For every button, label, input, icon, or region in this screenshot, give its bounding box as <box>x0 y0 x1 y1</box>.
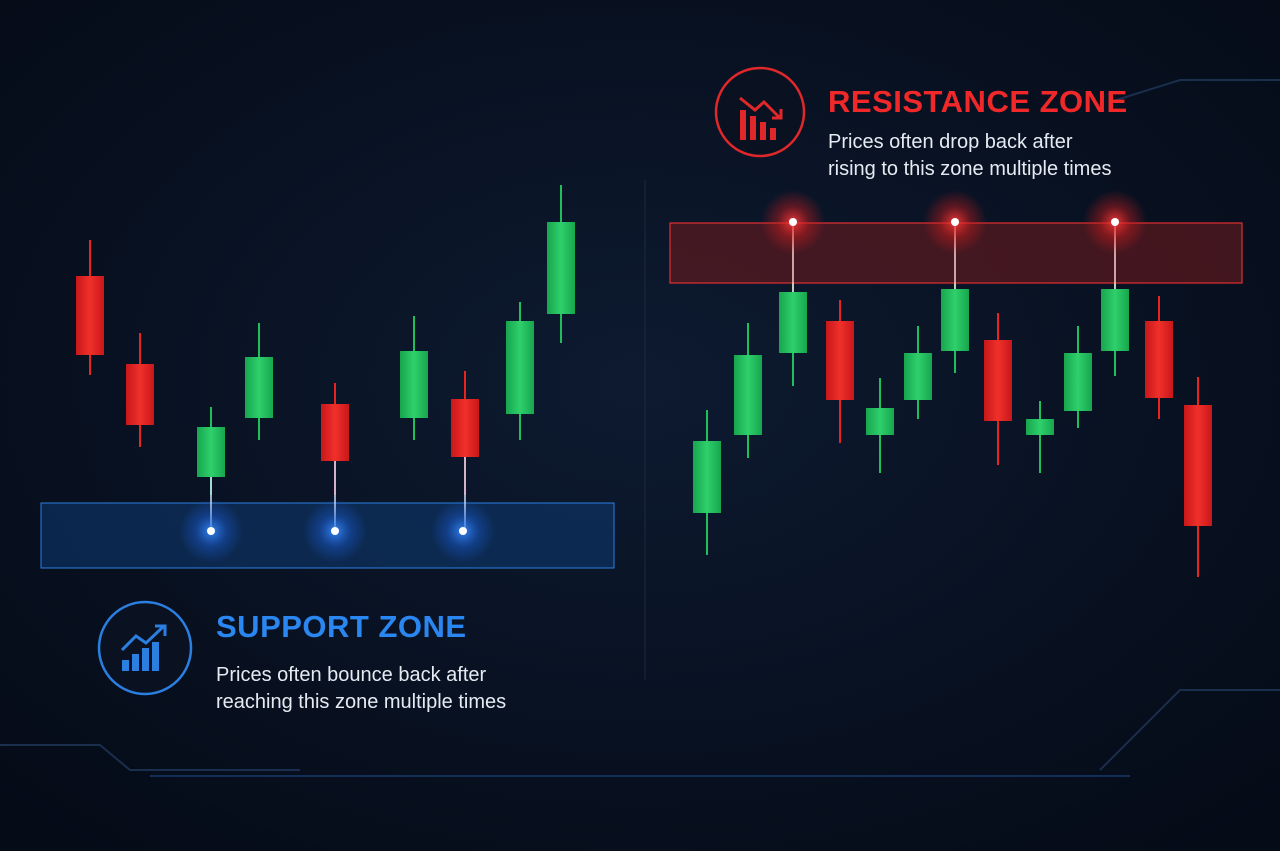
candle <box>400 316 428 440</box>
body <box>826 321 854 400</box>
icon-bar <box>142 648 149 671</box>
body <box>1184 405 1212 526</box>
body <box>1026 419 1054 435</box>
resistance-title: RESISTANCE ZONE <box>828 84 1128 119</box>
candle <box>506 302 534 440</box>
resistance-touch <box>1083 190 1147 289</box>
support-touch <box>431 457 495 563</box>
resistance-touch <box>923 190 987 289</box>
icon-bar <box>760 122 766 140</box>
support-touch <box>179 477 243 563</box>
circuit-line <box>1109 79 1280 103</box>
candle <box>451 371 479 495</box>
candle <box>1064 326 1092 428</box>
body <box>734 355 762 435</box>
candle <box>904 326 932 419</box>
body <box>547 222 575 314</box>
body <box>400 351 428 418</box>
icon-bar <box>770 128 776 140</box>
body <box>693 441 721 513</box>
dot <box>331 527 339 535</box>
candle <box>126 333 154 447</box>
body <box>245 357 273 418</box>
candle <box>1145 296 1173 419</box>
body <box>941 289 969 351</box>
body <box>506 321 534 414</box>
dot <box>951 218 959 226</box>
support-icon <box>97 600 193 696</box>
dot <box>1111 218 1119 226</box>
body <box>321 404 349 461</box>
icon-bar <box>750 116 756 140</box>
dot <box>789 218 797 226</box>
candle <box>941 283 969 373</box>
resistance-touch <box>761 190 825 292</box>
candle <box>1101 283 1129 376</box>
support-title: SUPPORT ZONE <box>216 609 467 644</box>
icon-arrow <box>120 624 167 652</box>
circuit-line <box>0 744 300 771</box>
icon-bar <box>132 654 139 671</box>
body <box>984 340 1012 421</box>
body <box>866 408 894 435</box>
body <box>904 353 932 400</box>
body <box>197 427 225 477</box>
body <box>451 399 479 457</box>
body <box>126 364 154 425</box>
icon-ring <box>714 66 806 158</box>
circuit-line <box>1099 689 1280 771</box>
candle <box>984 313 1012 465</box>
candle <box>547 185 575 343</box>
support-description: Prices often bounce back after reaching … <box>216 664 507 713</box>
body <box>76 276 104 355</box>
candle <box>1184 377 1212 577</box>
icon-bar <box>740 110 746 140</box>
candle <box>826 300 854 443</box>
support-touch <box>303 461 367 563</box>
body <box>779 292 807 353</box>
candle <box>779 283 807 386</box>
dot <box>459 527 467 535</box>
candle <box>734 323 762 458</box>
candle <box>693 410 721 555</box>
resistance-description: Prices often drop back after rising to t… <box>828 131 1112 180</box>
dot <box>207 527 215 535</box>
icon-arrow <box>739 96 783 120</box>
icon-bar <box>152 642 159 671</box>
body <box>1145 321 1173 398</box>
candle <box>1026 401 1054 473</box>
candle <box>76 240 104 375</box>
candle <box>866 378 894 473</box>
candle <box>245 323 273 440</box>
resistance-icon <box>714 66 806 158</box>
body <box>1101 289 1129 351</box>
icon-bar <box>122 660 129 671</box>
body <box>1064 353 1092 411</box>
candle <box>197 407 225 495</box>
